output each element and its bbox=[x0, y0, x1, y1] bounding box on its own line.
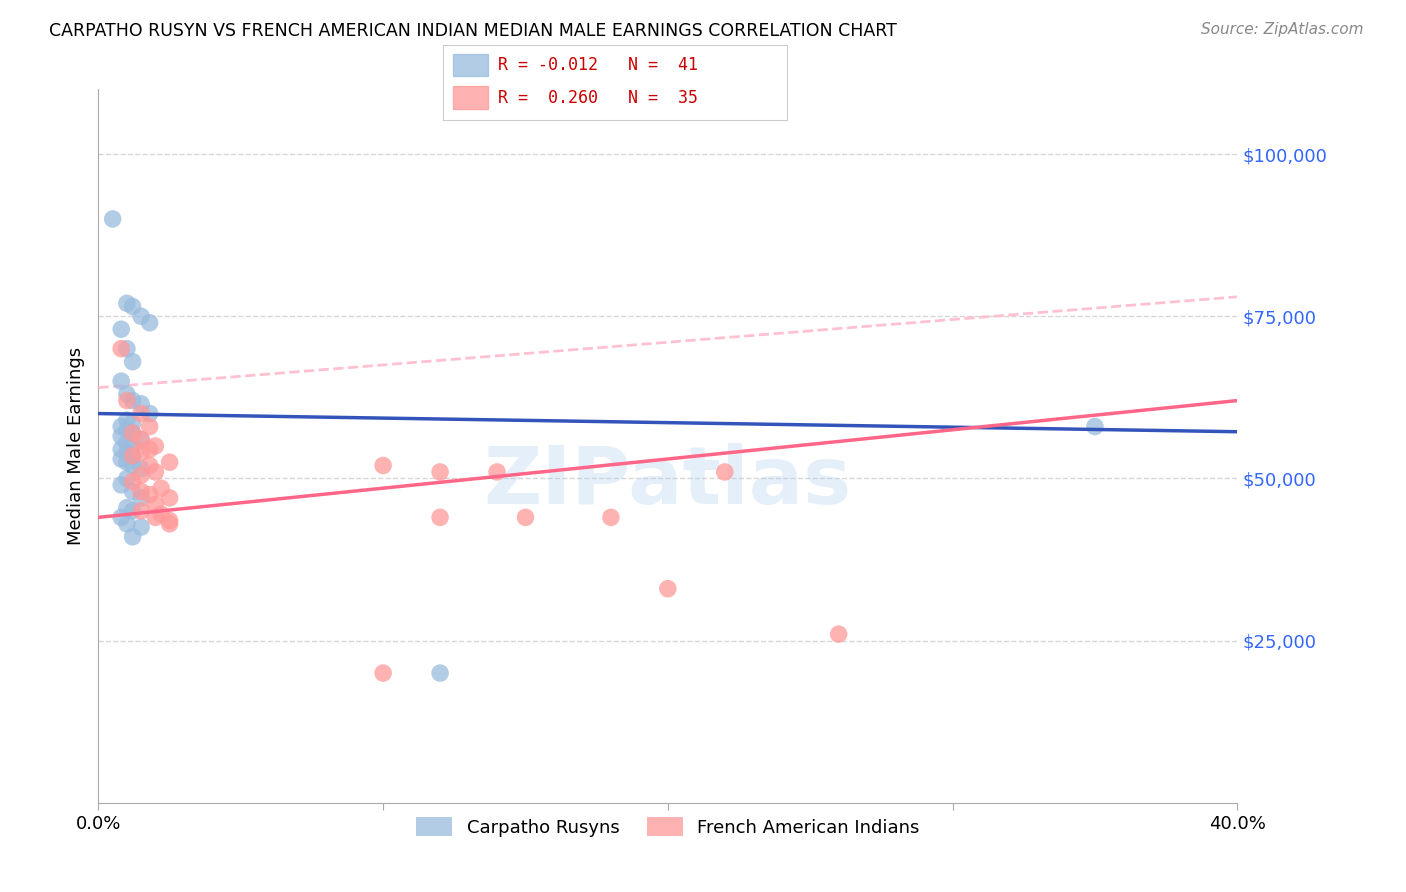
Point bbox=[138, 488, 160, 502]
Point bbox=[115, 500, 138, 515]
Point bbox=[115, 516, 138, 531]
Point bbox=[129, 491, 152, 505]
Point bbox=[121, 439, 143, 453]
Bar bbox=[453, 54, 488, 77]
Point bbox=[138, 316, 160, 330]
Text: R =  0.260   N =  35: R = 0.260 N = 35 bbox=[498, 88, 697, 107]
Y-axis label: Median Male Earnings: Median Male Earnings bbox=[66, 347, 84, 545]
Text: Source: ZipAtlas.com: Source: ZipAtlas.com bbox=[1201, 22, 1364, 37]
Point bbox=[121, 425, 143, 440]
Point bbox=[121, 417, 143, 431]
Point bbox=[115, 471, 138, 485]
Text: CARPATHO RUSYN VS FRENCH AMERICAN INDIAN MEDIAN MALE EARNINGS CORRELATION CHART: CARPATHO RUSYN VS FRENCH AMERICAN INDIAN… bbox=[49, 22, 897, 40]
Point bbox=[121, 530, 143, 544]
Point bbox=[129, 433, 152, 447]
Point bbox=[121, 458, 143, 473]
Point bbox=[115, 445, 138, 459]
Point bbox=[159, 455, 181, 469]
Point bbox=[121, 354, 143, 368]
Point bbox=[115, 387, 138, 401]
Legend: Carpatho Rusyns, French American Indians: Carpatho Rusyns, French American Indians bbox=[409, 810, 927, 844]
Point bbox=[145, 439, 167, 453]
Text: R = -0.012   N =  41: R = -0.012 N = 41 bbox=[498, 56, 697, 74]
Point bbox=[121, 475, 143, 489]
Point bbox=[373, 666, 395, 681]
Point bbox=[600, 510, 623, 524]
Point bbox=[115, 423, 138, 437]
Point bbox=[110, 374, 132, 388]
Point bbox=[1084, 419, 1107, 434]
Point bbox=[429, 510, 451, 524]
Point bbox=[121, 449, 143, 463]
Point bbox=[115, 435, 138, 450]
Point bbox=[110, 442, 132, 457]
Point bbox=[138, 419, 160, 434]
Point bbox=[145, 510, 167, 524]
Point bbox=[121, 504, 143, 518]
Point bbox=[129, 520, 152, 534]
Point bbox=[159, 516, 181, 531]
Point bbox=[115, 342, 138, 356]
Point bbox=[429, 666, 451, 681]
Point bbox=[129, 445, 152, 459]
Point bbox=[486, 465, 509, 479]
Point bbox=[429, 465, 451, 479]
Point bbox=[121, 393, 143, 408]
Point bbox=[129, 310, 152, 324]
Point bbox=[110, 342, 132, 356]
Point bbox=[373, 458, 395, 473]
Point bbox=[129, 468, 152, 483]
Point bbox=[121, 425, 143, 440]
Point bbox=[110, 452, 132, 467]
Point bbox=[121, 300, 143, 314]
Point bbox=[110, 429, 132, 443]
Point bbox=[110, 510, 132, 524]
Point bbox=[150, 481, 173, 495]
Point bbox=[714, 465, 737, 479]
Point bbox=[129, 461, 152, 475]
Point bbox=[110, 322, 132, 336]
Point bbox=[145, 497, 167, 511]
Point bbox=[138, 407, 160, 421]
Text: ZIPatlas: ZIPatlas bbox=[484, 442, 852, 521]
Bar bbox=[453, 87, 488, 109]
Point bbox=[828, 627, 851, 641]
Point bbox=[159, 491, 181, 505]
Point bbox=[150, 507, 173, 521]
Point bbox=[138, 442, 160, 457]
Point bbox=[121, 484, 143, 499]
Point bbox=[115, 296, 138, 310]
Point bbox=[129, 504, 152, 518]
Point bbox=[115, 413, 138, 427]
Point bbox=[110, 419, 132, 434]
Point bbox=[657, 582, 679, 596]
Point bbox=[145, 465, 167, 479]
Point bbox=[138, 458, 160, 473]
Point bbox=[515, 510, 537, 524]
Point bbox=[159, 514, 181, 528]
Point bbox=[129, 397, 152, 411]
Point bbox=[101, 211, 124, 226]
Point bbox=[129, 484, 152, 499]
Point bbox=[110, 478, 132, 492]
Point bbox=[115, 455, 138, 469]
Point bbox=[129, 433, 152, 447]
Point bbox=[115, 393, 138, 408]
Point bbox=[121, 449, 143, 463]
Point bbox=[129, 407, 152, 421]
